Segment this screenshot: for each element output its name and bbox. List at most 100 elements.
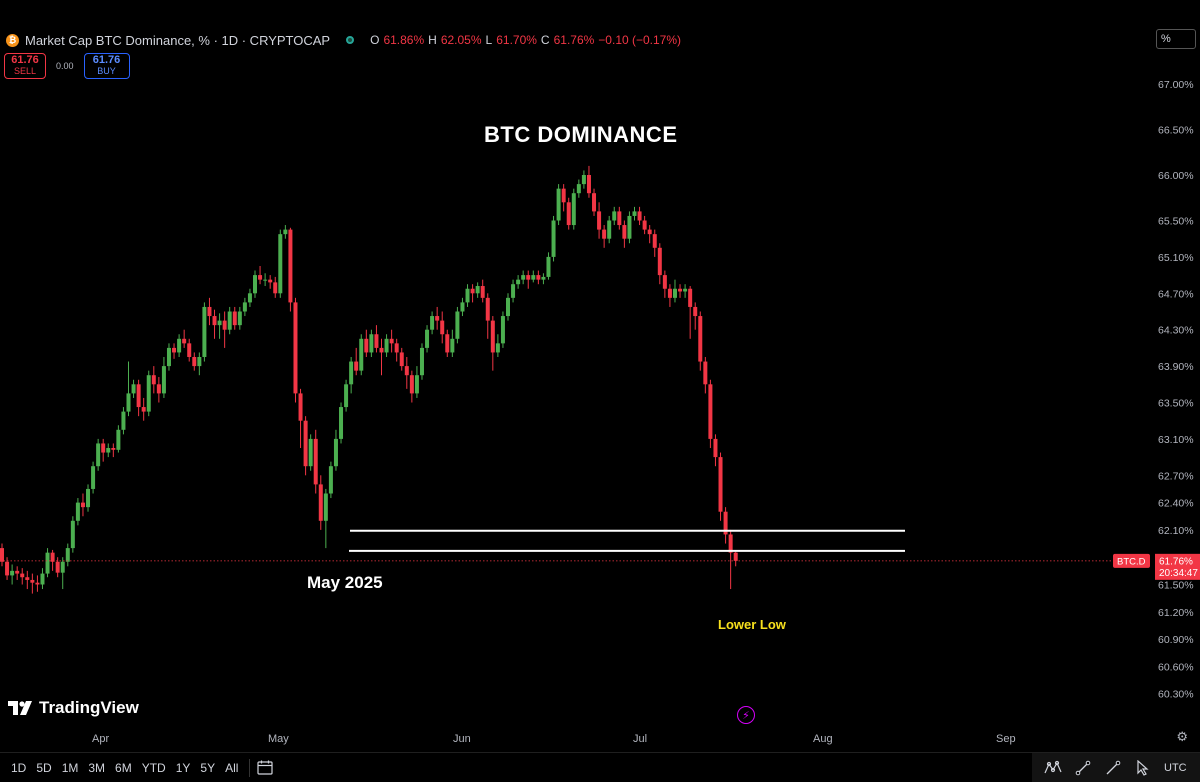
timeframe-all[interactable]: All bbox=[225, 760, 239, 775]
candle bbox=[430, 311, 435, 335]
date-range-icon[interactable] bbox=[256, 760, 274, 776]
candle bbox=[25, 570, 30, 590]
candle bbox=[116, 425, 121, 453]
candle bbox=[96, 438, 101, 471]
candle-body bbox=[192, 357, 197, 367]
lightning-icon[interactable]: ⚡ bbox=[737, 706, 755, 724]
candle-body bbox=[637, 211, 642, 221]
timeframe-1y[interactable]: 1Y bbox=[175, 760, 191, 775]
candle-body bbox=[253, 275, 257, 294]
timeframe-6m[interactable]: 6M bbox=[115, 760, 132, 775]
price-tick-label: 64.30% bbox=[1158, 325, 1194, 337]
candle-body bbox=[460, 302, 465, 312]
candle-body bbox=[344, 384, 349, 408]
ray-tool-icon[interactable] bbox=[1104, 759, 1122, 777]
candle-body bbox=[293, 302, 298, 394]
candle-body bbox=[40, 573, 45, 585]
pattern-tool-icon[interactable] bbox=[1044, 759, 1062, 777]
candle bbox=[435, 306, 440, 330]
candle bbox=[495, 334, 500, 357]
candle-body bbox=[713, 438, 718, 458]
candle-body bbox=[75, 502, 80, 521]
price-tick-label: 62.70% bbox=[1158, 470, 1194, 482]
candle bbox=[450, 329, 455, 357]
candle-body bbox=[511, 284, 516, 298]
candle bbox=[101, 438, 106, 462]
candle bbox=[728, 529, 733, 590]
time-tick-label: Aug bbox=[813, 733, 833, 745]
candle bbox=[693, 302, 698, 330]
market-status-icon[interactable] bbox=[346, 36, 355, 44]
sell-button[interactable]: 61.76 SELL bbox=[4, 53, 46, 79]
candle-body bbox=[131, 384, 136, 394]
candle-body bbox=[15, 570, 20, 574]
candle-body bbox=[627, 215, 632, 239]
candle-body bbox=[733, 552, 738, 561]
candle-body bbox=[602, 229, 607, 239]
candle-body bbox=[576, 184, 581, 194]
chart-title: BTC DOMINANCE bbox=[484, 122, 678, 147]
buy-button[interactable]: 61.76 BUY bbox=[83, 53, 130, 79]
timeframe-1d[interactable]: 1D bbox=[11, 760, 27, 775]
candle bbox=[0, 543, 4, 567]
time-tick-label: May bbox=[268, 733, 289, 745]
timeframe-1m[interactable]: 1M bbox=[61, 760, 79, 775]
time-tick-label: Apr bbox=[92, 733, 109, 745]
price-tick-label: 66.50% bbox=[1158, 125, 1194, 137]
candle bbox=[166, 343, 171, 371]
candle-body bbox=[470, 288, 475, 294]
candle-body bbox=[237, 311, 242, 326]
candle-body bbox=[323, 493, 328, 521]
candle-body bbox=[80, 502, 85, 508]
candle bbox=[419, 343, 424, 380]
candle-body bbox=[283, 229, 288, 235]
price-axis[interactable]: 67.00% 66.50% 66.00% 65.50% 65.10% 64.70% 64.3… bbox=[1113, 79, 1200, 701]
candle-body bbox=[227, 311, 232, 330]
candle bbox=[672, 279, 677, 303]
scale-unit-selector[interactable]: % bbox=[1156, 29, 1196, 49]
candle bbox=[379, 338, 384, 376]
candle-body bbox=[263, 279, 268, 281]
candle bbox=[339, 402, 344, 444]
settings-gear-icon[interactable]: ⚙ bbox=[1176, 729, 1188, 744]
trade-panel: 61.76 SELL 0.00 61.76 BUY bbox=[4, 53, 130, 79]
candle bbox=[652, 229, 657, 257]
candle bbox=[642, 215, 647, 235]
candle bbox=[688, 286, 693, 339]
candle-body bbox=[622, 225, 627, 239]
candle bbox=[662, 270, 667, 298]
bottom-toolbar: 1D 5D 1M 3M 6M YTD 1Y 5Y All UTC bbox=[0, 752, 1200, 782]
price-tag bbox=[1155, 553, 1200, 580]
time-axis[interactable]: Apr May Jun Jul Aug Sep bbox=[92, 733, 1016, 745]
candle bbox=[607, 215, 612, 244]
timeframe-3m[interactable]: 3M bbox=[88, 760, 106, 775]
candle bbox=[263, 273, 268, 287]
timeframe-5d[interactable]: 5D bbox=[36, 760, 52, 775]
candle-body bbox=[708, 384, 713, 439]
candle bbox=[151, 366, 156, 394]
timezone-label[interactable]: UTC bbox=[1164, 762, 1187, 774]
candle-body bbox=[25, 577, 30, 580]
timeframe-5y[interactable]: 5Y bbox=[200, 760, 216, 775]
symbol-tag-text: BTC.D bbox=[1117, 556, 1146, 567]
candle bbox=[678, 284, 683, 298]
cursor-icon[interactable] bbox=[1134, 759, 1152, 777]
candle bbox=[399, 347, 404, 371]
candle bbox=[617, 206, 622, 230]
symbol-title[interactable]: Market Cap BTC Dominance, % · 1D · CRYPT… bbox=[25, 32, 331, 48]
candle-body bbox=[106, 448, 111, 453]
candle-body bbox=[495, 343, 500, 353]
candle-body bbox=[667, 288, 672, 298]
trend-line-icon[interactable] bbox=[1074, 759, 1092, 777]
candle-body bbox=[384, 338, 389, 353]
candle-body bbox=[465, 288, 470, 303]
candles-group bbox=[0, 165, 738, 594]
candle-body bbox=[166, 347, 171, 367]
candle-body bbox=[551, 220, 556, 257]
price-tick-label: 63.10% bbox=[1158, 434, 1194, 446]
candle-body bbox=[450, 338, 455, 353]
candle bbox=[344, 379, 349, 412]
candle-body bbox=[526, 275, 531, 280]
timeframe-ytd[interactable]: YTD bbox=[141, 760, 166, 775]
